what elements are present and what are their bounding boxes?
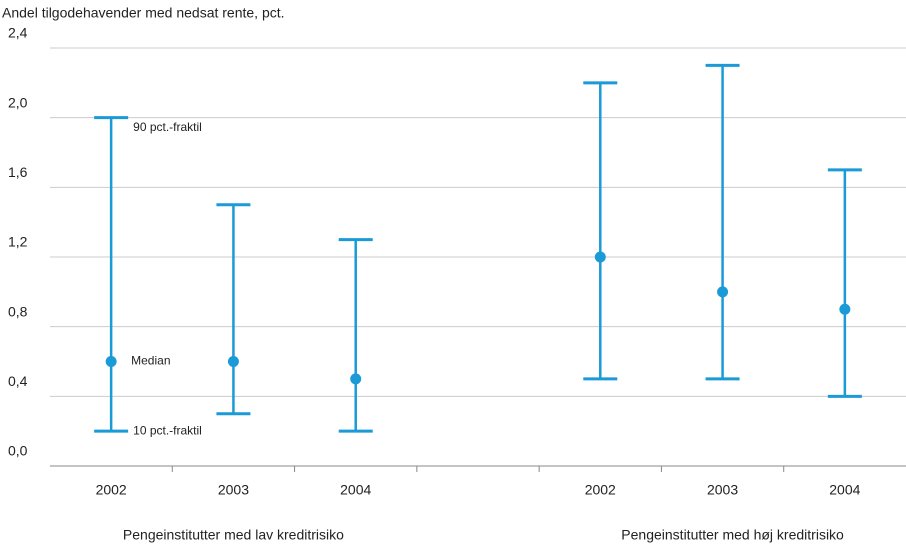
- y-tick-label: 2,0: [8, 94, 28, 110]
- median-dot: [227, 356, 239, 367]
- median-dot: [839, 303, 851, 315]
- x-tick-label: 2003: [218, 482, 249, 498]
- x-tick-label: 2002: [96, 482, 127, 498]
- chart-title: Andel tilgodehavender med nedsat rente, …: [2, 5, 285, 21]
- x-tick-label: 2002: [585, 482, 616, 498]
- median-dot: [717, 286, 729, 298]
- y-tick-label: 0,4: [8, 373, 28, 389]
- median-dot: [105, 356, 117, 367]
- median-dot: [594, 251, 606, 263]
- series-annotation: 90 pct.-fraktil: [133, 120, 202, 134]
- median-dot: [350, 373, 362, 385]
- y-tick-label: 2,4: [8, 25, 28, 41]
- y-tick-label: 1,2: [8, 234, 28, 250]
- y-tick-label: 0,8: [8, 303, 28, 319]
- series-annotation: 10 pct.-fraktil: [133, 423, 202, 437]
- group-label: Pengeinstitutter med høj kreditrisiko: [621, 527, 844, 543]
- y-tick-label: 1,6: [8, 164, 28, 180]
- x-tick-label: 2004: [340, 482, 371, 498]
- x-tick-label: 2004: [829, 482, 860, 498]
- y-tick-label: 0,0: [8, 443, 28, 459]
- group-label: Pengeinstitutter med lav kreditrisiko: [123, 527, 344, 543]
- series-annotation: Median: [131, 354, 170, 368]
- x-tick-label: 2003: [707, 482, 738, 498]
